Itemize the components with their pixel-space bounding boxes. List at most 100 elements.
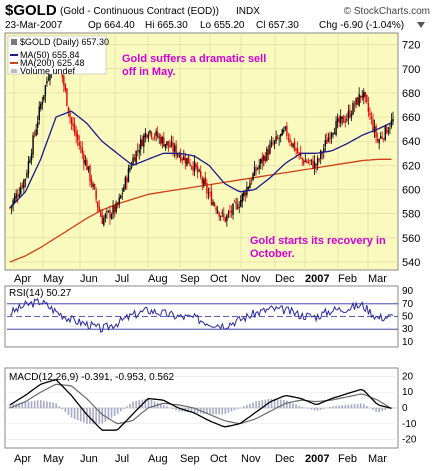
- candle-body: [346, 119, 348, 121]
- candle-body: [92, 184, 94, 187]
- macd-histogram-bar: [292, 403, 294, 408]
- candle-body: [220, 215, 222, 217]
- candle-body: [66, 88, 68, 106]
- candle-body: [372, 119, 374, 131]
- month-tick: Oct: [210, 453, 227, 465]
- candle-body: [375, 126, 377, 138]
- candle-body: [203, 179, 205, 186]
- candle-body: [295, 149, 297, 151]
- candle-body: [41, 101, 44, 105]
- candle-body: [152, 137, 154, 139]
- ma200-line: [9, 158, 392, 263]
- month-tick: 2007: [305, 273, 329, 285]
- candle-body: [195, 163, 197, 168]
- candle-body: [63, 76, 65, 86]
- candle-body: [367, 103, 370, 112]
- month-tick: Mar: [368, 453, 387, 465]
- candle-body: [267, 149, 270, 155]
- candle-body: [183, 155, 185, 160]
- candle-body: [36, 121, 39, 128]
- legend-volume: Volume undef: [20, 66, 76, 76]
- candle-body: [107, 210, 110, 212]
- candle-body: [169, 145, 171, 148]
- macd-histogram-bar: [83, 408, 85, 423]
- candle-body: [232, 203, 234, 216]
- macd-histogram-bar: [338, 405, 340, 408]
- candle-body: [200, 171, 202, 177]
- candle-body: [316, 157, 319, 165]
- candle-body: [224, 217, 227, 222]
- month-tick: Feb: [338, 453, 357, 465]
- candle-body: [87, 166, 90, 171]
- rsi-y-tick: 70: [402, 299, 414, 310]
- candle-body: [293, 141, 296, 151]
- candle-body: [161, 137, 163, 144]
- candle-body: [240, 200, 242, 207]
- legend-swatch-price: [11, 39, 17, 45]
- exchange-label: INDX: [236, 6, 260, 17]
- macd-histogram-bar: [384, 408, 387, 410]
- macd-histogram-bar: [132, 401, 134, 408]
- macd-histogram-bar: [258, 400, 260, 408]
- macd-histogram-bar: [187, 408, 190, 413]
- open-label: Op 664.40: [88, 20, 135, 31]
- candle-body: [153, 136, 156, 138]
- candle-body: [298, 152, 300, 154]
- rsi-y-tick: 10: [402, 337, 414, 348]
- month-tick: Sep: [180, 273, 200, 285]
- macd-histogram-bar: [295, 404, 297, 408]
- candle-body: [276, 137, 279, 139]
- macd-histogram-bar: [119, 408, 122, 412]
- candle-body: [340, 116, 342, 124]
- candle-body: [72, 123, 74, 127]
- macd-histogram-bar: [76, 408, 79, 421]
- legend-swatch-volume: [11, 69, 17, 73]
- annotation-selloff-line2: off in May.: [122, 66, 176, 78]
- candle-body: [192, 166, 194, 171]
- macd-histogram-bar: [378, 408, 380, 413]
- candle-body: [306, 160, 308, 163]
- candle-body: [98, 206, 100, 211]
- candle-body: [386, 126, 388, 134]
- candle-body: [101, 215, 103, 224]
- candle-body: [383, 138, 385, 140]
- candle-body: [359, 95, 362, 99]
- candle-body: [204, 177, 207, 185]
- macd-histogram-bar: [27, 401, 30, 408]
- candle-body: [312, 160, 314, 169]
- macd-histogram-bar: [55, 403, 57, 408]
- month-tick: May: [43, 453, 64, 465]
- candle-body: [330, 133, 333, 138]
- candle-body: [347, 111, 350, 118]
- candle-body: [21, 185, 24, 188]
- macd-histogram-bar: [104, 408, 107, 422]
- macd-histogram-bar: [273, 398, 276, 408]
- candle-body: [318, 159, 320, 161]
- candle-body: [209, 192, 211, 193]
- symbol-label: $GOLD: [5, 2, 57, 19]
- macd-histogram-bar: [375, 408, 377, 412]
- candle-body: [244, 192, 247, 196]
- macd-histogram-bar: [46, 401, 48, 408]
- macd-histogram-bar: [313, 408, 316, 411]
- candle-body: [349, 110, 351, 118]
- candle-body: [307, 161, 310, 163]
- candle-body: [226, 215, 228, 221]
- macd-histogram-bar: [18, 402, 21, 408]
- ma50-line: [9, 110, 392, 209]
- candle-body: [353, 105, 356, 107]
- candle-body: [256, 168, 259, 170]
- macd-histogram-bar: [276, 399, 279, 408]
- macd-histogram-bar: [212, 408, 214, 415]
- candle-body: [292, 143, 294, 147]
- candle-body: [341, 116, 343, 119]
- month-tick: Jun: [80, 273, 98, 285]
- candle-body: [387, 130, 390, 132]
- macd-histogram-bar: [261, 400, 264, 408]
- candle-body: [212, 202, 214, 206]
- candle-body: [335, 121, 337, 136]
- macd-histogram-bar: [242, 406, 245, 408]
- macd-histogram-bar: [307, 408, 310, 409]
- candle-body: [221, 212, 223, 214]
